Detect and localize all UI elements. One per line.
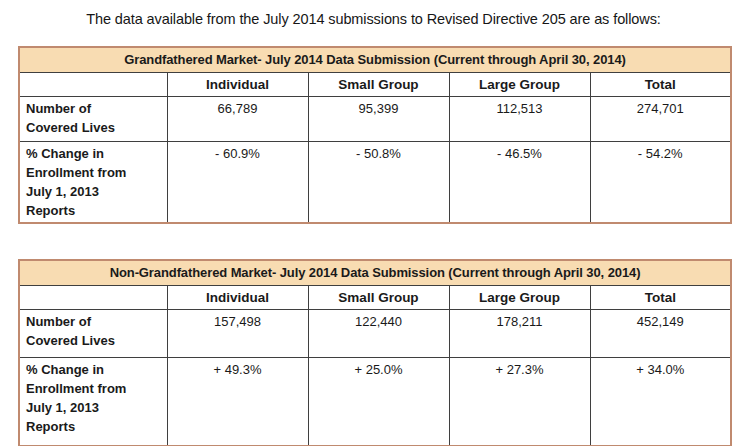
- cell-covered-lives-small-group: 122,440: [308, 310, 449, 358]
- grandfathered-table: Grandfathered Market- July 2014 Data Sub…: [18, 46, 732, 224]
- row-label-pct-change: % Change in Enrollment from July 1, 2013…: [19, 358, 167, 446]
- table-row: % Change in Enrollment from July 1, 2013…: [19, 358, 731, 446]
- cell-covered-lives-large-group: 178,211: [449, 310, 590, 358]
- cell-pct-change-small-group: + 25.0%: [308, 358, 449, 446]
- empty-corner-cell: [19, 73, 167, 97]
- table-row: Number of Covered Lives 157,498 122,440 …: [19, 310, 731, 358]
- cell-pct-change-individual: + 49.3%: [167, 358, 308, 446]
- document-page: The data available from the July 2014 su…: [0, 0, 747, 446]
- row-label-covered-lives: Number of Covered Lives: [19, 310, 167, 358]
- column-header-large-group: Large Group: [449, 73, 590, 97]
- cell-covered-lives-total: 452,149: [590, 310, 731, 358]
- cell-pct-change-total: - 54.2%: [590, 142, 731, 224]
- table-row: Number of Covered Lives 66,789 95,399 11…: [19, 97, 731, 142]
- cell-pct-change-individual: - 60.9%: [167, 142, 308, 224]
- row-label-covered-lives: Number of Covered Lives: [19, 97, 167, 142]
- cell-pct-change-large-group: + 27.3%: [449, 358, 590, 446]
- cell-covered-lives-small-group: 95,399: [308, 97, 449, 142]
- column-header-total: Total: [590, 286, 731, 310]
- table-title-row: Grandfathered Market- July 2014 Data Sub…: [19, 47, 731, 73]
- non-grandfathered-table: Non-Grandfathered Market- July 2014 Data…: [18, 259, 732, 446]
- cell-covered-lives-total: 274,701: [590, 97, 731, 142]
- intro-text: The data available from the July 2014 su…: [0, 0, 747, 28]
- cell-covered-lives-individual: 66,789: [167, 97, 308, 142]
- table-header-row: Individual Small Group Large Group Total: [19, 73, 731, 97]
- column-header-small-group: Small Group: [308, 73, 449, 97]
- column-header-individual: Individual: [167, 286, 308, 310]
- empty-corner-cell: [19, 286, 167, 310]
- cell-pct-change-large-group: - 46.5%: [449, 142, 590, 224]
- non-grandfathered-table-title: Non-Grandfathered Market- July 2014 Data…: [19, 260, 731, 286]
- cell-covered-lives-individual: 157,498: [167, 310, 308, 358]
- column-header-small-group: Small Group: [308, 286, 449, 310]
- table-row: % Change in Enrollment from July 1, 2013…: [19, 142, 731, 224]
- cell-covered-lives-large-group: 112,513: [449, 97, 590, 142]
- table-title-row: Non-Grandfathered Market- July 2014 Data…: [19, 260, 731, 286]
- column-header-individual: Individual: [167, 73, 308, 97]
- table-header-row: Individual Small Group Large Group Total: [19, 286, 731, 310]
- row-label-pct-change: % Change in Enrollment from July 1, 2013…: [19, 142, 167, 224]
- cell-pct-change-total: + 34.0%: [590, 358, 731, 446]
- column-header-total: Total: [590, 73, 731, 97]
- cell-pct-change-small-group: - 50.8%: [308, 142, 449, 224]
- column-header-large-group: Large Group: [449, 286, 590, 310]
- grandfathered-table-title: Grandfathered Market- July 2014 Data Sub…: [19, 47, 731, 73]
